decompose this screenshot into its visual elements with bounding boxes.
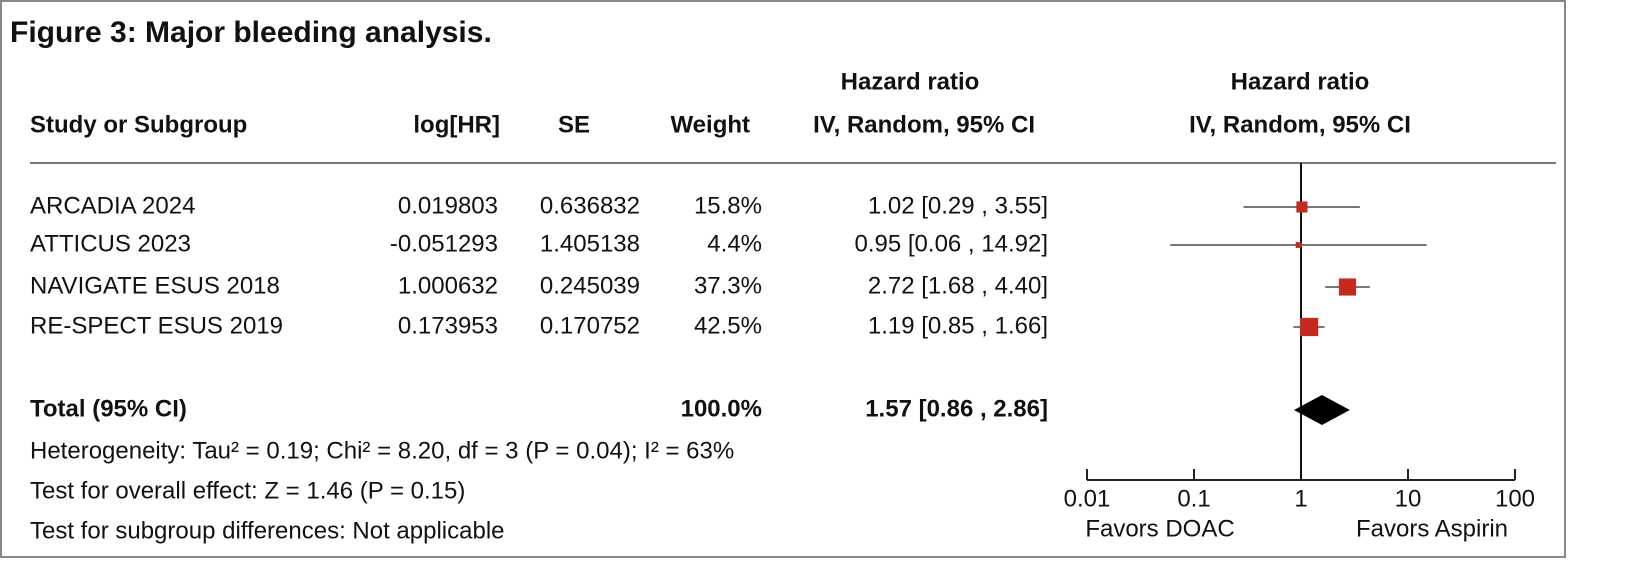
point-estimate bbox=[1295, 242, 1302, 248]
table-cell: 1.02 [0.29 , 3.55] bbox=[868, 192, 1048, 219]
table-cell: 0.170752 bbox=[540, 312, 640, 339]
total-weight: 100.0% bbox=[681, 395, 762, 422]
table-cell: -0.051293 bbox=[390, 230, 498, 257]
table-cell: 4.4% bbox=[707, 230, 762, 257]
left-label: Favors DOAC bbox=[1085, 515, 1234, 542]
column-header: log[HR] bbox=[413, 111, 500, 138]
plot-title: Hazard ratio bbox=[1231, 68, 1370, 95]
note: Heterogeneity: Tau² = 0.19; Chi² = 8.20,… bbox=[30, 437, 734, 464]
table-cell: 42.5% bbox=[694, 312, 762, 339]
column-header: IV, Random, 95% CI bbox=[813, 111, 1035, 138]
column-header: Study or Subgroup bbox=[30, 111, 247, 138]
column-header: Weight bbox=[670, 111, 750, 138]
table-cell: 2.72 [1.68 , 4.40] bbox=[868, 272, 1048, 299]
point-estimate bbox=[1299, 317, 1319, 337]
plot-subtitle: IV, Random, 95% CI bbox=[1189, 111, 1411, 138]
frame bbox=[0, 0, 1566, 558]
table-cell: 0.173953 bbox=[398, 312, 498, 339]
study-name: ATTICUS 2023 bbox=[30, 230, 191, 257]
table-cell: 0.019803 bbox=[398, 192, 498, 219]
table-cell: 0.245039 bbox=[540, 272, 640, 299]
point-estimate bbox=[1338, 278, 1357, 296]
study-name: ARCADIA 2024 bbox=[30, 192, 195, 219]
total-ci: 1.57 [0.86 , 2.86] bbox=[865, 395, 1048, 422]
right-label: Favors Aspirin bbox=[1356, 515, 1508, 542]
total-label: Total (95% CI) bbox=[30, 395, 187, 422]
table-cell: 0.636832 bbox=[540, 192, 640, 219]
table-cell: 37.3% bbox=[694, 272, 762, 299]
note: Test for overall effect: Z = 1.46 (P = 0… bbox=[30, 477, 465, 504]
note: Test for subgroup differences: Not appli… bbox=[30, 517, 505, 544]
table-cell: 1.19 [0.85 , 1.66] bbox=[868, 312, 1048, 339]
point-estimate bbox=[1296, 201, 1308, 213]
x-tick-label: 1 bbox=[1294, 485, 1307, 512]
table-cell: 15.8% bbox=[694, 192, 762, 219]
column-header: SE bbox=[558, 111, 590, 138]
table-cell: 1.405138 bbox=[540, 230, 640, 257]
x-tick-label: 10 bbox=[1395, 485, 1422, 512]
column-group-header: Hazard ratio bbox=[841, 68, 980, 95]
table-cell: 1.000632 bbox=[398, 272, 498, 299]
table-cell: 0.95 [0.06 , 14.92] bbox=[855, 230, 1049, 257]
study-name: NAVIGATE ESUS 2018 bbox=[30, 272, 280, 299]
figure-title: Figure 3: Major bleeding analysis. bbox=[10, 16, 492, 49]
x-tick-label: 0.1 bbox=[1177, 485, 1210, 512]
x-tick-label: 100 bbox=[1495, 485, 1535, 512]
total-diamond bbox=[1293, 395, 1350, 425]
study-name: RE-SPECT ESUS 2019 bbox=[30, 312, 283, 339]
x-tick-label: 0.01 bbox=[1064, 485, 1111, 512]
